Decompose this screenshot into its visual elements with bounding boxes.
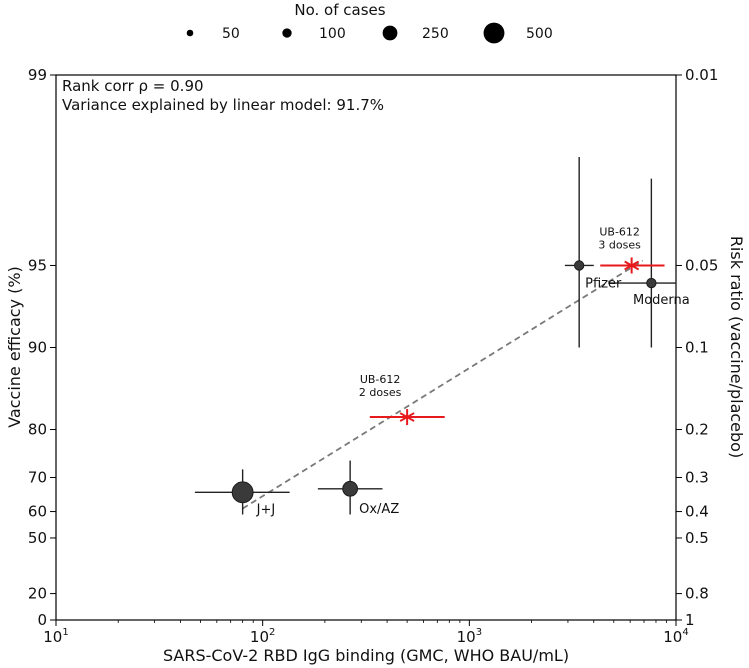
x-axis-title: SARS-CoV-2 RBD IgG binding (GMC, WHO BAU…: [163, 646, 569, 665]
legend-title: No. of cases: [294, 1, 385, 19]
rank-correlation-text: Rank corr ρ = 0.90: [62, 77, 204, 95]
ub612-marker-2: [399, 412, 415, 422]
point-jj: [231, 481, 254, 504]
y-right-tick-label: 1: [685, 611, 695, 629]
legend-label-250: 250: [422, 26, 449, 42]
y-right-tick-label: 0.3: [685, 469, 709, 487]
label-jj: J+J: [256, 502, 276, 517]
label-pfizer: Pfizer: [585, 276, 622, 291]
label-oxaz: Ox/AZ: [359, 502, 399, 517]
y-left-tick-label: 95: [28, 256, 47, 274]
legend-marker-100: [282, 28, 292, 38]
point-moderna: [646, 277, 657, 289]
y-right-tick-label: 0.1: [685, 339, 709, 357]
x-tick-label: 103: [457, 627, 482, 646]
label-moderna: Moderna: [633, 293, 690, 308]
fit-line: [242, 259, 644, 510]
ub612-label-line1: UB-612: [599, 225, 640, 238]
legend-label-100: 100: [319, 26, 346, 42]
point-oxaz: [342, 480, 359, 497]
y-left-tick-label: 50: [28, 529, 47, 547]
legend-marker-50: [186, 29, 194, 37]
plot-frame: [55, 74, 677, 621]
x-tick-label: 104: [663, 627, 688, 646]
y-left-tick-label: 90: [28, 339, 47, 357]
y-axis-title-left: Vaccine efficacy (%): [5, 266, 24, 428]
y-right-tick-label: 0.5: [685, 529, 709, 547]
ub612-label-line2: 2 doses: [359, 386, 402, 399]
y-left-tick-label: 80: [28, 421, 47, 439]
point-pfizer: [574, 260, 585, 271]
legend-marker-250: [382, 25, 398, 41]
ub612-label-line2: 3 doses: [598, 238, 641, 251]
y-right-tick-label: 0.4: [685, 503, 709, 521]
y-axis-title-right: Risk ratio (vaccine/placebo): [727, 236, 746, 458]
y-left-tick-label: 0: [37, 611, 47, 629]
x-tick-label: 102: [250, 627, 275, 646]
y-right-tick-label: 0.2: [685, 421, 709, 439]
variance-explained-text: Variance explained by linear model: 91.7…: [62, 96, 384, 114]
legend-marker-500: [483, 22, 505, 44]
y-right-tick-label: 0.05: [685, 256, 718, 274]
legend-label-500: 500: [526, 26, 553, 42]
y-left-tick-label: 20: [28, 585, 47, 603]
y-left-tick-label: 70: [28, 469, 47, 487]
ub612-label-line1: UB-612: [360, 373, 401, 386]
y-right-tick-label: 0.01: [685, 66, 718, 84]
legend-label-50: 50: [222, 26, 240, 42]
ub612-marker-3: [624, 260, 640, 271]
x-tick-label: 101: [43, 627, 68, 646]
y-right-tick-label: 0.8: [685, 585, 709, 603]
y-left-tick-label: 99: [28, 66, 47, 84]
legend: No. of cases 50 100 250 500: [186, 1, 553, 44]
y-left-tick-label: 60: [28, 503, 47, 521]
